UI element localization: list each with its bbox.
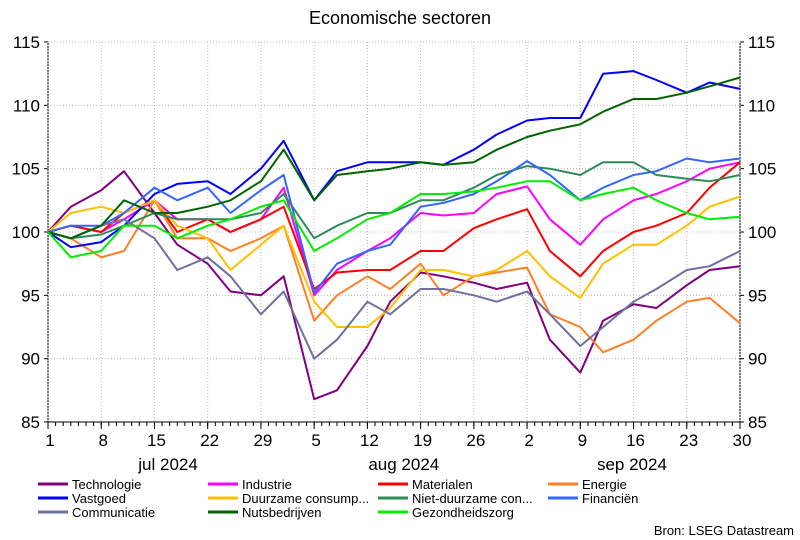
x-tick-label: 8 <box>98 431 107 450</box>
source-note: Bron: LSEG Datastream <box>654 523 794 538</box>
series-line-communicatie <box>47 218 741 360</box>
y-tick-label-right: 90 <box>748 350 767 369</box>
x-tick-label: 1 <box>45 431 54 450</box>
y-tick-label-left: 105 <box>12 160 40 179</box>
y-tick-label-left: 85 <box>21 413 40 432</box>
y-tick-label-right: 115 <box>748 33 775 52</box>
series-line-gezondheidszorg <box>47 180 741 259</box>
x-tick-label: 22 <box>200 431 219 450</box>
legend-label: Materialen <box>412 477 473 492</box>
x-tick-label: 23 <box>679 431 698 450</box>
legend-label: Financiën <box>582 491 638 506</box>
y-tick-label-left: 95 <box>21 286 40 305</box>
legend-label: Communicatie <box>72 505 155 520</box>
legend-label: Vastgoed <box>72 491 126 506</box>
y-tick-label-left: 110 <box>13 96 40 115</box>
x-tick-label: 29 <box>253 431 272 450</box>
legend-label: Industrie <box>242 477 292 492</box>
x-tick-label: 30 <box>733 431 752 450</box>
x-tick-label: 15 <box>147 431 166 450</box>
x-tick-label: 2 <box>524 431 533 450</box>
x-tick-label: 12 <box>360 431 379 450</box>
y-tick-label-left: 100 <box>12 223 40 242</box>
y-tick-label-right: 110 <box>748 96 775 115</box>
series-line-financi-n <box>47 157 741 294</box>
y-tick-label-right: 85 <box>748 413 767 432</box>
y-tick-label-left: 90 <box>21 350 40 369</box>
legend-label: Energie <box>582 477 627 492</box>
x-tick-label: 16 <box>626 431 645 450</box>
legend-label: Niet-duurzame con... <box>412 491 533 506</box>
series-line-energie <box>47 199 741 354</box>
chart-title: Economische sectoren <box>309 8 491 28</box>
legend-label: Duurzame consump... <box>242 491 369 506</box>
series-line-vastgoed <box>47 70 741 249</box>
legend-label: Nutsbedrijven <box>242 505 322 520</box>
series-line-industrie <box>47 161 741 297</box>
legend-label: Gezondheidszorg <box>412 505 514 520</box>
y-tick-label-right: 105 <box>748 160 776 179</box>
legend-label: Technologie <box>72 477 141 492</box>
month-label: jul 2024 <box>137 455 198 474</box>
y-tick-label-left: 115 <box>13 33 40 52</box>
x-tick-label: 26 <box>466 431 485 450</box>
y-tick-label-right: 100 <box>748 223 776 242</box>
x-tick-label: 5 <box>311 431 320 450</box>
x-tick-label: 19 <box>413 431 432 450</box>
x-tick-label: 9 <box>578 431 587 450</box>
series-line-duurzame-consump- <box>47 195 741 328</box>
month-label: aug 2024 <box>368 455 439 474</box>
series-line-materialen <box>47 161 741 290</box>
y-tick-label-right: 95 <box>748 286 767 305</box>
month-label: sep 2024 <box>597 455 667 474</box>
series-line-nutsbedrijven <box>47 76 741 240</box>
